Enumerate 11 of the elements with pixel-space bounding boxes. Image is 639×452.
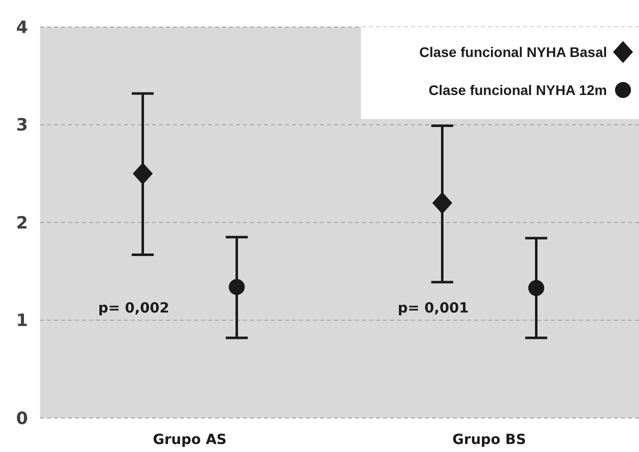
y-tick-label: 1 xyxy=(16,311,28,332)
annotation: p= 0,001 xyxy=(398,300,469,316)
legend-label: Clase funcional NYHA Basal xyxy=(419,44,607,60)
x-tick-label: Grupo AS xyxy=(152,432,227,448)
y-tick-label: 3 xyxy=(16,116,28,136)
legend-label: Clase funcional NYHA 12m xyxy=(428,82,607,98)
x-tick-label: Grupo BS xyxy=(452,432,526,448)
y-tick-label: 4 xyxy=(16,18,28,38)
annotation: p= 0,002 xyxy=(98,300,170,316)
y-tick-label: 2 xyxy=(16,213,28,234)
y-tick-label: 0 xyxy=(16,408,28,429)
